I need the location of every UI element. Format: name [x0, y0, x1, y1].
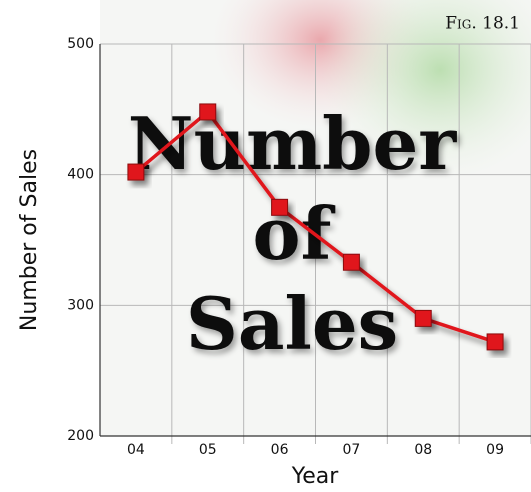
figure-label: Fig. 18.1 — [445, 14, 520, 34]
x-tick-label: 05 — [199, 442, 217, 458]
y-tick-label: 200 — [67, 428, 94, 444]
x-tick-label: 09 — [486, 442, 504, 458]
point — [128, 164, 144, 180]
x-tick-label: 04 — [127, 442, 145, 458]
overlay-line: Sales — [186, 281, 398, 366]
y-tick-label: 400 — [67, 167, 94, 183]
x-tick-label: 08 — [414, 442, 432, 458]
y-axis-title: Number of Sales — [17, 149, 42, 331]
overlay-line: Number — [128, 101, 457, 186]
point — [200, 104, 216, 120]
point — [272, 199, 288, 215]
y-tick-label: 300 — [67, 297, 94, 313]
x-tick-label: 06 — [271, 442, 289, 458]
point — [487, 334, 503, 350]
overlay-line: of — [253, 191, 336, 276]
x-axis-title: Year — [291, 464, 340, 489]
chart: Fig. 18.1 Number of Sales Year 200 300 400… — [0, 0, 531, 492]
y-tick-label: 500 — [67, 36, 94, 52]
point — [343, 254, 359, 270]
x-tick-label: 07 — [343, 442, 361, 458]
point — [415, 310, 431, 326]
